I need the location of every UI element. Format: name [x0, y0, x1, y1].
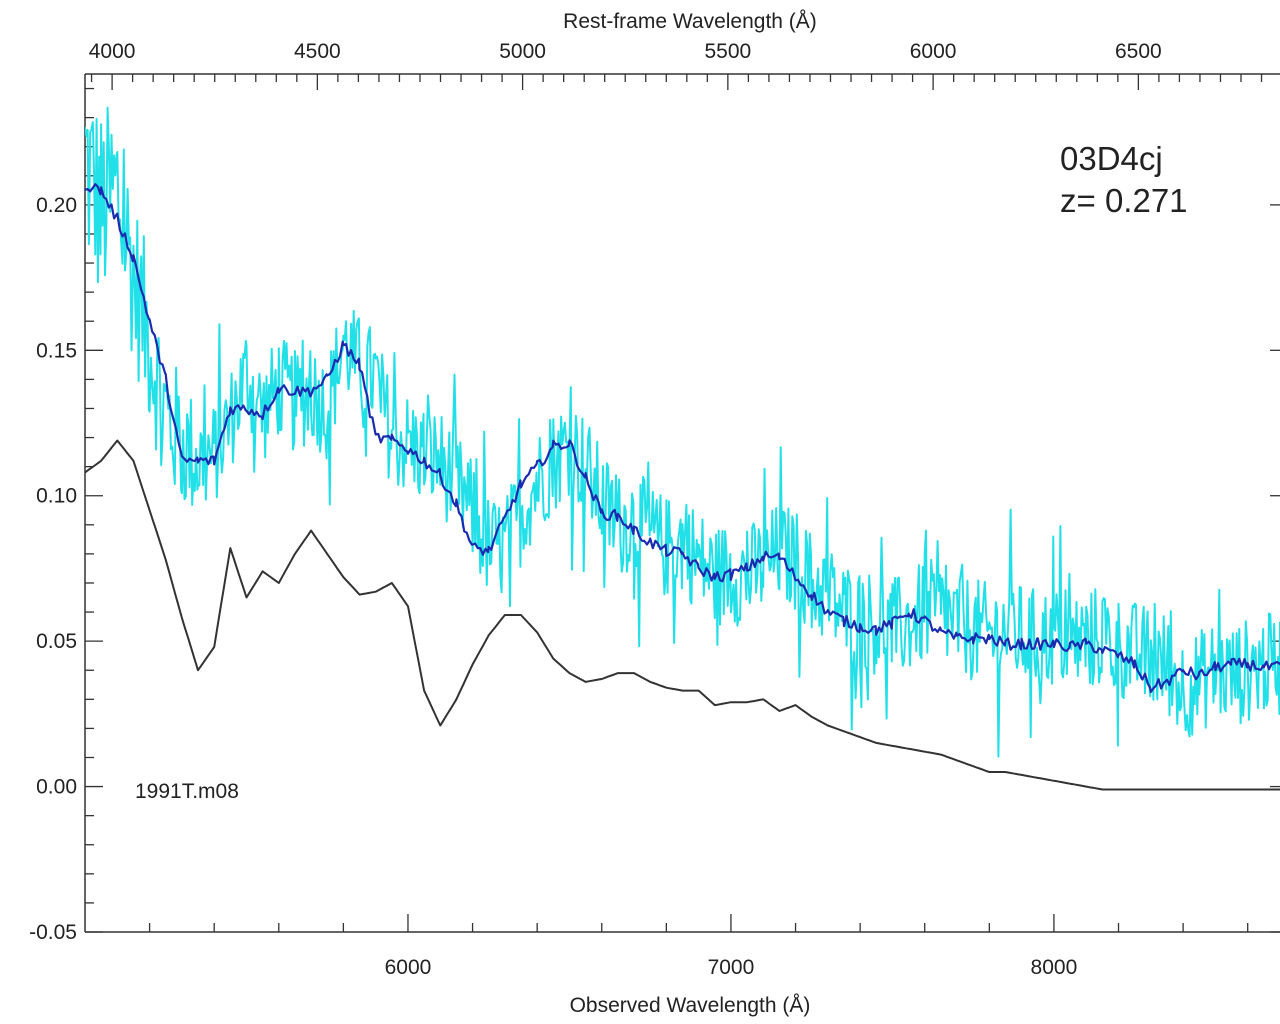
x2-tick-label: 4500 — [294, 40, 341, 63]
object-name-label: 03D4cj — [1060, 140, 1163, 177]
y-tick-label: 0.20 — [36, 194, 77, 217]
y-tick-label: 0.15 — [36, 339, 77, 362]
axis-ticks — [85, 74, 1280, 933]
y-tick-label: 0.10 — [36, 485, 77, 508]
smoothed-spectrum-line — [85, 183, 1280, 694]
redshift-label: z= 0.271 — [1060, 182, 1188, 219]
y-tick-label: 0.00 — [36, 776, 77, 799]
x-tick-label: 8000 — [1031, 956, 1078, 979]
x2-tick-label: 6500 — [1115, 40, 1162, 63]
x2-tick-label: 5500 — [705, 40, 752, 63]
series-layer — [85, 106, 1280, 791]
y-tick-label: 0.05 — [36, 630, 77, 653]
template-name-label: 1991T.m08 — [135, 780, 239, 803]
template-spectrum-line — [85, 439, 1280, 791]
x-tick-label: 6000 — [385, 956, 432, 979]
plot-frame — [84, 73, 1280, 933]
x2-tick-label: 5000 — [499, 40, 546, 63]
tick-labels: 6000 7000 8000 4000 4500 5000 5500 6000 6500 0.20… — [29, 40, 1162, 979]
observed-spectrum-line — [85, 106, 1280, 758]
bottom-axis-title: Observed Wavelength (Å) — [570, 994, 811, 1017]
x2-tick-label: 4000 — [89, 40, 136, 63]
top-axis-title: Rest-frame Wavelength (Å) — [563, 10, 817, 33]
y-tick-label: -0.05 — [29, 921, 77, 944]
x-tick-label: 7000 — [708, 956, 755, 979]
x2-tick-label: 6000 — [910, 40, 957, 63]
